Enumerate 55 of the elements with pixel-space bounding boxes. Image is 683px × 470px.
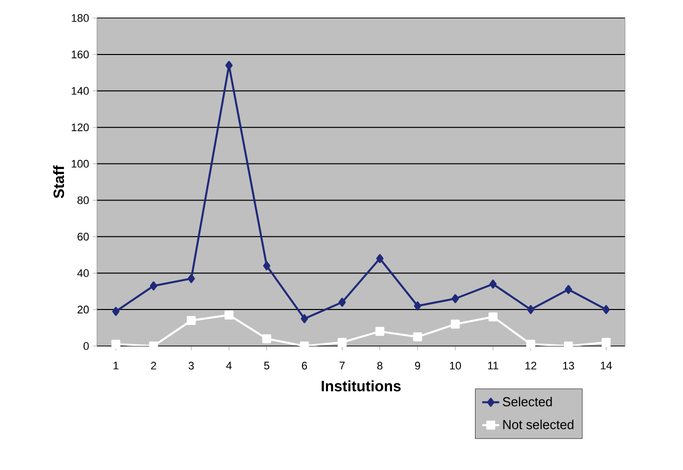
point [111, 340, 120, 349]
point [112, 306, 120, 316]
point [526, 340, 536, 349]
point [338, 338, 347, 347]
y-tick-label: 60 [78, 232, 89, 241]
point [300, 314, 308, 324]
x-tick-label: 13 [563, 362, 574, 370]
point [262, 334, 272, 344]
point [527, 305, 534, 314]
x-tick-label: 7 [340, 362, 345, 370]
y-tick-label: 180 [72, 14, 89, 22]
point [602, 338, 611, 347]
point [375, 326, 384, 336]
point [450, 320, 460, 329]
point [488, 312, 498, 322]
y-tick-label: 40 [77, 269, 89, 277]
x-axis-title: Institutions [322, 380, 401, 392]
x-tick-label: 6 [302, 362, 307, 370]
x-tick-label: 11 [488, 362, 498, 370]
point [452, 294, 459, 304]
y-tick-label: 0 [84, 342, 89, 350]
y-tick-label: 140 [72, 87, 89, 95]
y-tick-label: 100 [72, 160, 89, 168]
point [564, 285, 572, 294]
x-tick-label: 10 [450, 362, 461, 370]
x-tick-label: 12 [525, 362, 536, 370]
point [376, 254, 384, 264]
point [414, 301, 422, 310]
point [413, 332, 422, 342]
point [263, 261, 270, 270]
x-tick-label: 2 [151, 362, 156, 370]
legend-label: Not selected [503, 420, 574, 430]
point [564, 342, 573, 350]
x-tick-label: 8 [377, 362, 382, 370]
point [489, 280, 497, 289]
point [149, 342, 158, 350]
y-tick-label: 160 [72, 50, 89, 58]
y-tick-label: 20 [78, 306, 89, 314]
x-tick-label: 4 [226, 362, 232, 370]
point [150, 281, 158, 290]
x-tick-label: 14 [600, 362, 612, 370]
x-tick-label: 1 [114, 362, 118, 370]
point [186, 316, 196, 325]
point [300, 342, 309, 350]
y-tick-label: 80 [78, 196, 89, 204]
point [188, 274, 195, 284]
point [338, 298, 346, 307]
point [602, 305, 610, 314]
x-tick-label: 5 [264, 362, 270, 370]
x-tick-label: 3 [188, 362, 194, 370]
point [224, 310, 234, 320]
y-axis-title: Staff [53, 165, 64, 198]
y-tick-label: 120 [72, 123, 89, 132]
legend-label: Selected [502, 396, 552, 406]
x-tick-label: 9 [415, 362, 420, 370]
